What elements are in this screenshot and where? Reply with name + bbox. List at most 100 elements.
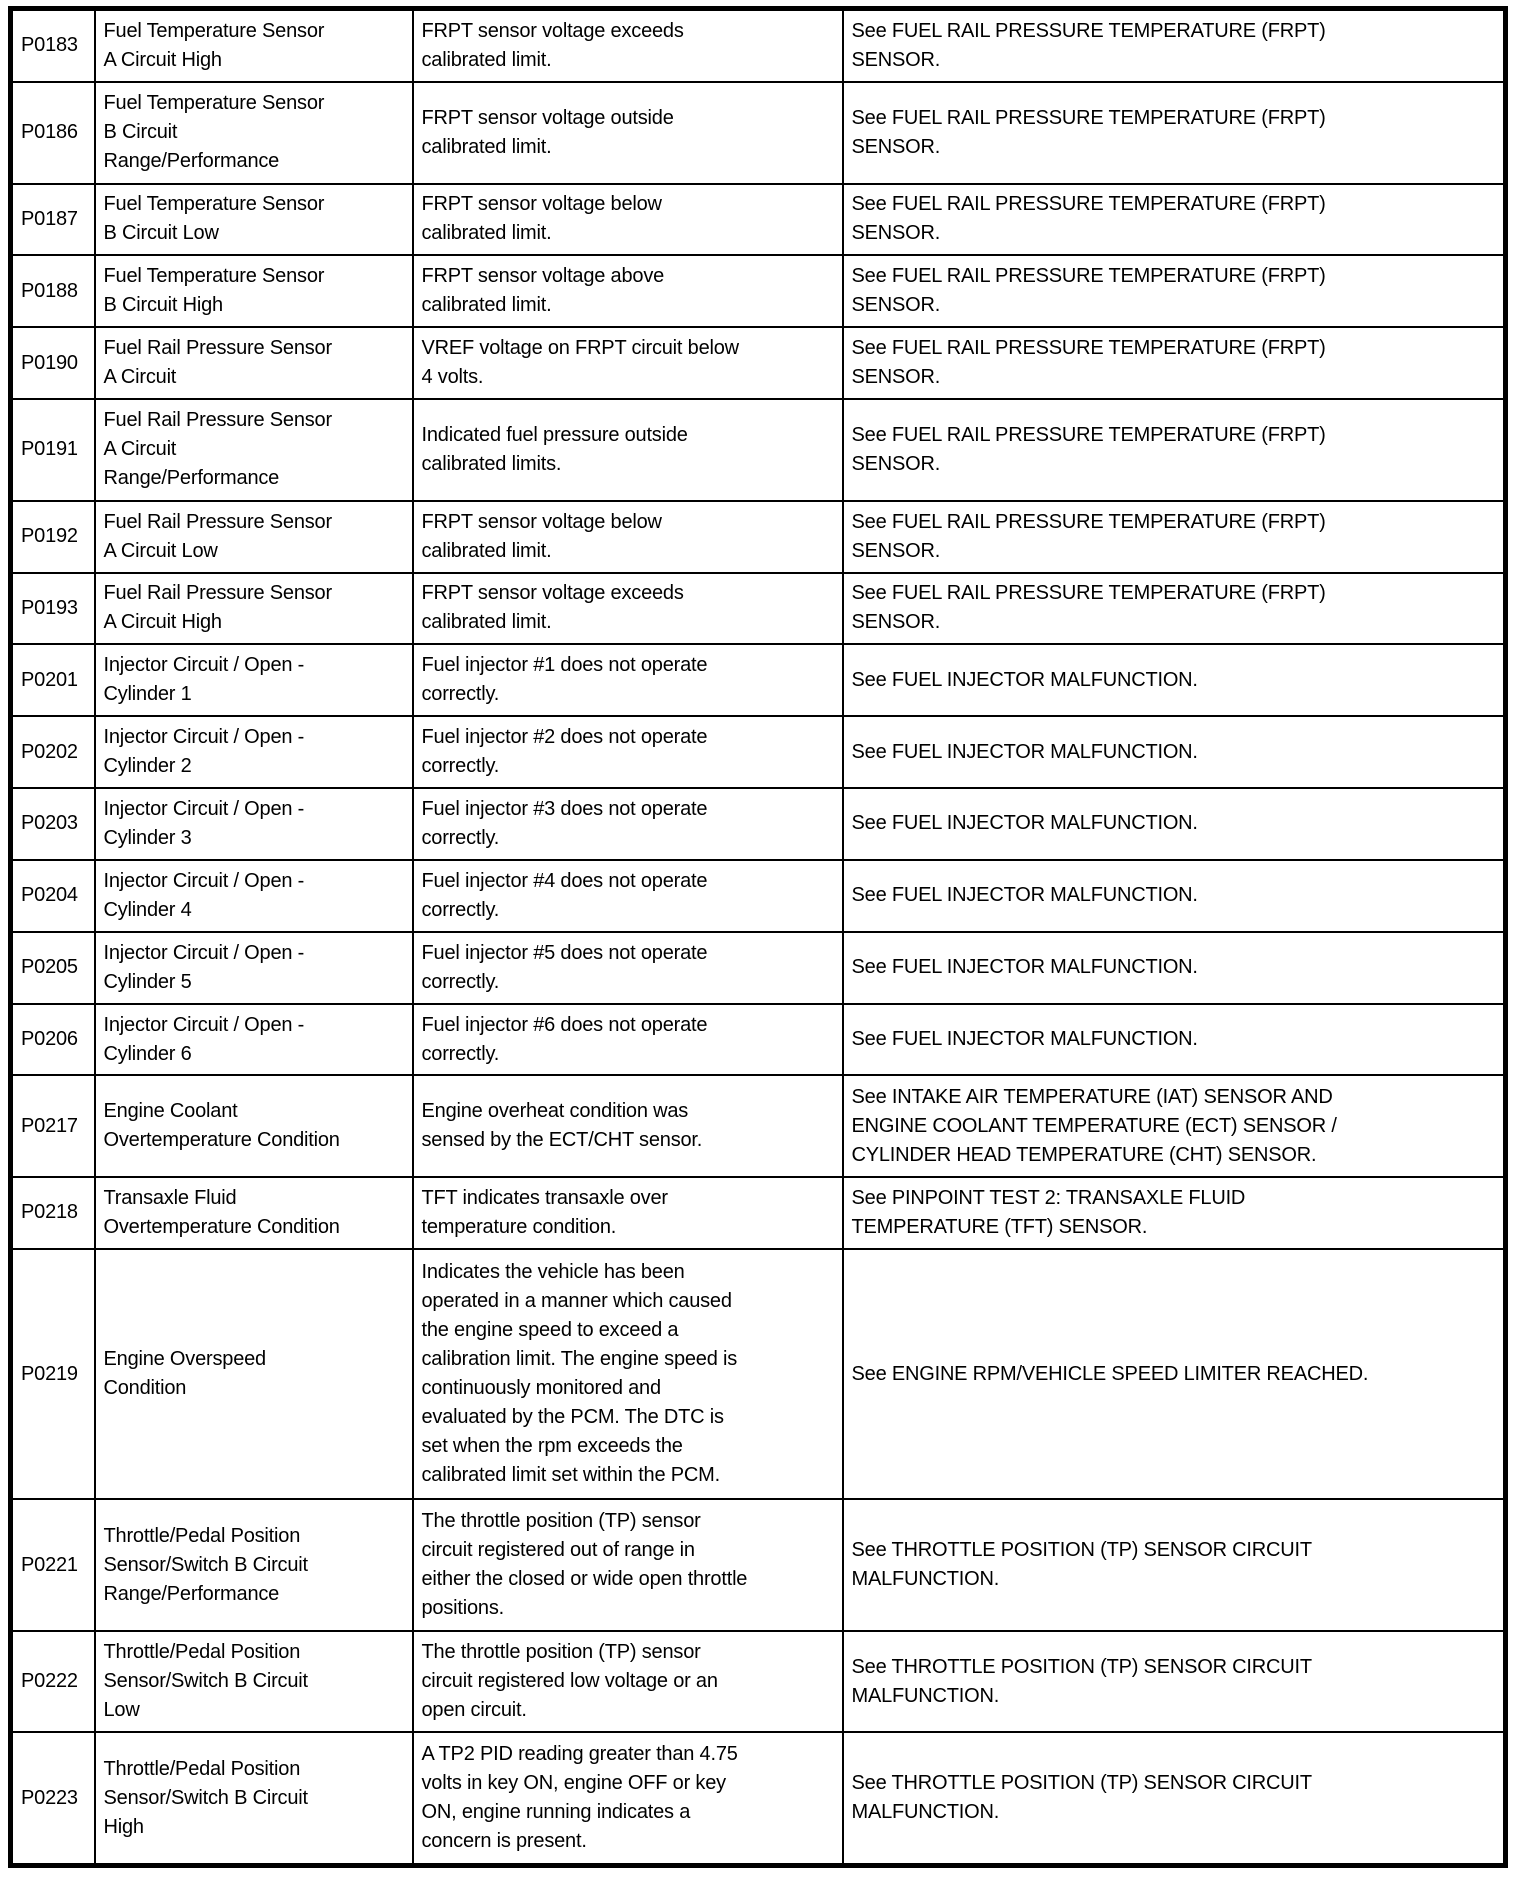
dtc-action-cell: See THROTTLE POSITION (TP) SENSOR CIRCUI… <box>841 1731 1507 1867</box>
table-row: P0218 Transaxle Fluid Overtemperature Co… <box>9 1176 1507 1250</box>
dtc-name-cell: Fuel Temperature Sensor A Circuit High <box>93 7 414 83</box>
dtc-code-cell: P0193 <box>9 571 96 646</box>
dtc-action-cell: See ENGINE RPM/VEHICLE SPEED LIMITER REA… <box>841 1247 1507 1501</box>
dtc-description-cell: The throttle position (TP) sensor circui… <box>411 1498 844 1632</box>
dtc-code-cell: P0218 <box>9 1176 96 1250</box>
dtc-code-cell: P0205 <box>9 930 96 1005</box>
dtc-name-cell: Injector Circuit / Open - Cylinder 3 <box>93 787 414 861</box>
dtc-description-cell: Fuel injector #4 does not operate correc… <box>411 858 844 933</box>
dtc-name-cell: Injector Circuit / Open - Cylinder 2 <box>93 715 414 790</box>
dtc-description-cell: Fuel injector #3 does not operate correc… <box>411 787 844 861</box>
dtc-name-cell: Injector Circuit / Open - Cylinder 4 <box>93 858 414 933</box>
table-row: P0191 Fuel Rail Pressure Sensor A Circui… <box>9 398 1507 502</box>
dtc-code-cell: P0206 <box>9 1002 96 1077</box>
dtc-name-cell: Fuel Rail Pressure Sensor A Circuit High <box>93 571 414 646</box>
dtc-action-cell: See THROTTLE POSITION (TP) SENSOR CIRCUI… <box>841 1498 1507 1632</box>
dtc-description-cell: Fuel injector #6 does not operate correc… <box>411 1002 844 1077</box>
dtc-description-cell: Indicates the vehicle has been operated … <box>411 1247 844 1501</box>
dtc-description-cell: VREF voltage on FRPT circuit below 4 vol… <box>411 326 844 401</box>
dtc-description-cell: FRPT sensor voltage exceeds calibrated l… <box>411 7 844 83</box>
dtc-table-body: P0183 Fuel Temperature Sensor A Circuit … <box>9 7 1507 1867</box>
dtc-description-cell: Fuel injector #1 does not operate correc… <box>411 643 844 718</box>
dtc-action-cell: See FUEL RAIL PRESSURE TEMPERATURE (FRPT… <box>841 7 1507 83</box>
dtc-code-cell: P0223 <box>9 1731 96 1867</box>
table-row: P0193 Fuel Rail Pressure Sensor A Circui… <box>9 571 1507 646</box>
dtc-name-cell: Injector Circuit / Open - Cylinder 1 <box>93 643 414 718</box>
dtc-code-cell: P0190 <box>9 326 96 401</box>
table-row: P0205 Injector Circuit / Open - Cylinder… <box>9 930 1507 1005</box>
dtc-action-cell: See FUEL INJECTOR MALFUNCTION. <box>841 787 1507 861</box>
dtc-name-cell: Fuel Temperature Sensor B Circuit Range/… <box>93 80 414 185</box>
table-row: P0219 Engine Overspeed Condition Indicat… <box>9 1247 1507 1501</box>
dtc-action-cell: See FUEL RAIL PRESSURE TEMPERATURE (FRPT… <box>841 499 1507 574</box>
dtc-action-cell: See FUEL INJECTOR MALFUNCTION. <box>841 715 1507 790</box>
table-row: P0223 Throttle/Pedal Position Sensor/Swi… <box>9 1731 1507 1867</box>
dtc-description-cell: Fuel injector #5 does not operate correc… <box>411 930 844 1005</box>
dtc-action-cell: See FUEL INJECTOR MALFUNCTION. <box>841 643 1507 718</box>
dtc-code-cell: P0217 <box>9 1074 96 1179</box>
dtc-code-cell: P0204 <box>9 858 96 933</box>
dtc-name-cell: Fuel Temperature Sensor B Circuit High <box>93 254 414 329</box>
dtc-name-cell: Fuel Rail Pressure Sensor A Circuit <box>93 326 414 401</box>
dtc-action-cell: See THROTTLE POSITION (TP) SENSOR CIRCUI… <box>841 1629 1507 1734</box>
dtc-code-cell: P0191 <box>9 398 96 502</box>
dtc-table: P0183 Fuel Temperature Sensor A Circuit … <box>8 6 1508 1868</box>
dtc-name-cell: Injector Circuit / Open - Cylinder 6 <box>93 1002 414 1077</box>
dtc-code-cell: P0187 <box>9 182 96 257</box>
dtc-action-cell: See FUEL RAIL PRESSURE TEMPERATURE (FRPT… <box>841 326 1507 401</box>
dtc-action-cell: See FUEL INJECTOR MALFUNCTION. <box>841 1002 1507 1077</box>
dtc-code-cell: P0188 <box>9 254 96 329</box>
dtc-name-cell: Fuel Rail Pressure Sensor A Circuit Rang… <box>93 398 414 502</box>
table-row: P0206 Injector Circuit / Open - Cylinder… <box>9 1002 1507 1077</box>
dtc-name-cell: Throttle/Pedal Position Sensor/Switch B … <box>93 1498 414 1632</box>
dtc-code-cell: P0222 <box>9 1629 96 1734</box>
dtc-name-cell: Throttle/Pedal Position Sensor/Switch B … <box>93 1731 414 1867</box>
table-row: P0221 Throttle/Pedal Position Sensor/Swi… <box>9 1498 1507 1632</box>
table-row: P0202 Injector Circuit / Open - Cylinder… <box>9 715 1507 790</box>
dtc-name-cell: Injector Circuit / Open - Cylinder 5 <box>93 930 414 1005</box>
dtc-description-cell: The throttle position (TP) sensor circui… <box>411 1629 844 1734</box>
dtc-name-cell: Fuel Rail Pressure Sensor A Circuit Low <box>93 499 414 574</box>
dtc-name-cell: Engine Coolant Overtemperature Condition <box>93 1074 414 1179</box>
dtc-action-cell: See INTAKE AIR TEMPERATURE (IAT) SENSOR … <box>841 1074 1507 1179</box>
dtc-code-cell: P0192 <box>9 499 96 574</box>
table-row: P0190 Fuel Rail Pressure Sensor A Circui… <box>9 326 1507 401</box>
dtc-description-cell: FRPT sensor voltage below calibrated lim… <box>411 499 844 574</box>
dtc-description-cell: Engine overheat condition was sensed by … <box>411 1074 844 1179</box>
dtc-action-cell: See PINPOINT TEST 2: TRANSAXLE FLUID TEM… <box>841 1176 1507 1250</box>
table-row: P0201 Injector Circuit / Open - Cylinder… <box>9 643 1507 718</box>
dtc-name-cell: Throttle/Pedal Position Sensor/Switch B … <box>93 1629 414 1734</box>
table-row: P0192 Fuel Rail Pressure Sensor A Circui… <box>9 499 1507 574</box>
dtc-action-cell: See FUEL RAIL PRESSURE TEMPERATURE (FRPT… <box>841 398 1507 502</box>
dtc-description-cell: A TP2 PID reading greater than 4.75 volt… <box>411 1731 844 1867</box>
dtc-code-cell: P0183 <box>9 7 96 83</box>
dtc-action-cell: See FUEL INJECTOR MALFUNCTION. <box>841 858 1507 933</box>
table-row: P0187 Fuel Temperature Sensor B Circuit … <box>9 182 1507 257</box>
dtc-description-cell: TFT indicates transaxle over temperature… <box>411 1176 844 1250</box>
dtc-description-cell: FRPT sensor voltage below calibrated lim… <box>411 182 844 257</box>
dtc-action-cell: See FUEL INJECTOR MALFUNCTION. <box>841 930 1507 1005</box>
dtc-code-cell: P0219 <box>9 1247 96 1501</box>
dtc-code-cell: P0201 <box>9 643 96 718</box>
table-row: P0217 Engine Coolant Overtemperature Con… <box>9 1074 1507 1179</box>
table-row: P0186 Fuel Temperature Sensor B Circuit … <box>9 80 1507 185</box>
dtc-name-cell: Transaxle Fluid Overtemperature Conditio… <box>93 1176 414 1250</box>
dtc-description-cell: FRPT sensor voltage outside calibrated l… <box>411 80 844 185</box>
dtc-code-cell: P0221 <box>9 1498 96 1632</box>
dtc-code-cell: P0203 <box>9 787 96 861</box>
table-row: P0222 Throttle/Pedal Position Sensor/Swi… <box>9 1629 1507 1734</box>
dtc-code-cell: P0202 <box>9 715 96 790</box>
dtc-description-cell: FRPT sensor voltage exceeds calibrated l… <box>411 571 844 646</box>
dtc-name-cell: Fuel Temperature Sensor B Circuit Low <box>93 182 414 257</box>
dtc-description-cell: FRPT sensor voltage above calibrated lim… <box>411 254 844 329</box>
dtc-description-cell: Fuel injector #2 does not operate correc… <box>411 715 844 790</box>
dtc-action-cell: See FUEL RAIL PRESSURE TEMPERATURE (FRPT… <box>841 571 1507 646</box>
dtc-name-cell: Engine Overspeed Condition <box>93 1247 414 1501</box>
dtc-action-cell: See FUEL RAIL PRESSURE TEMPERATURE (FRPT… <box>841 254 1507 329</box>
table-row: P0204 Injector Circuit / Open - Cylinder… <box>9 858 1507 933</box>
table-row: P0203 Injector Circuit / Open - Cylinder… <box>9 787 1507 861</box>
dtc-description-cell: Indicated fuel pressure outside calibrat… <box>411 398 844 502</box>
dtc-action-cell: See FUEL RAIL PRESSURE TEMPERATURE (FRPT… <box>841 182 1507 257</box>
dtc-action-cell: See FUEL RAIL PRESSURE TEMPERATURE (FRPT… <box>841 80 1507 185</box>
